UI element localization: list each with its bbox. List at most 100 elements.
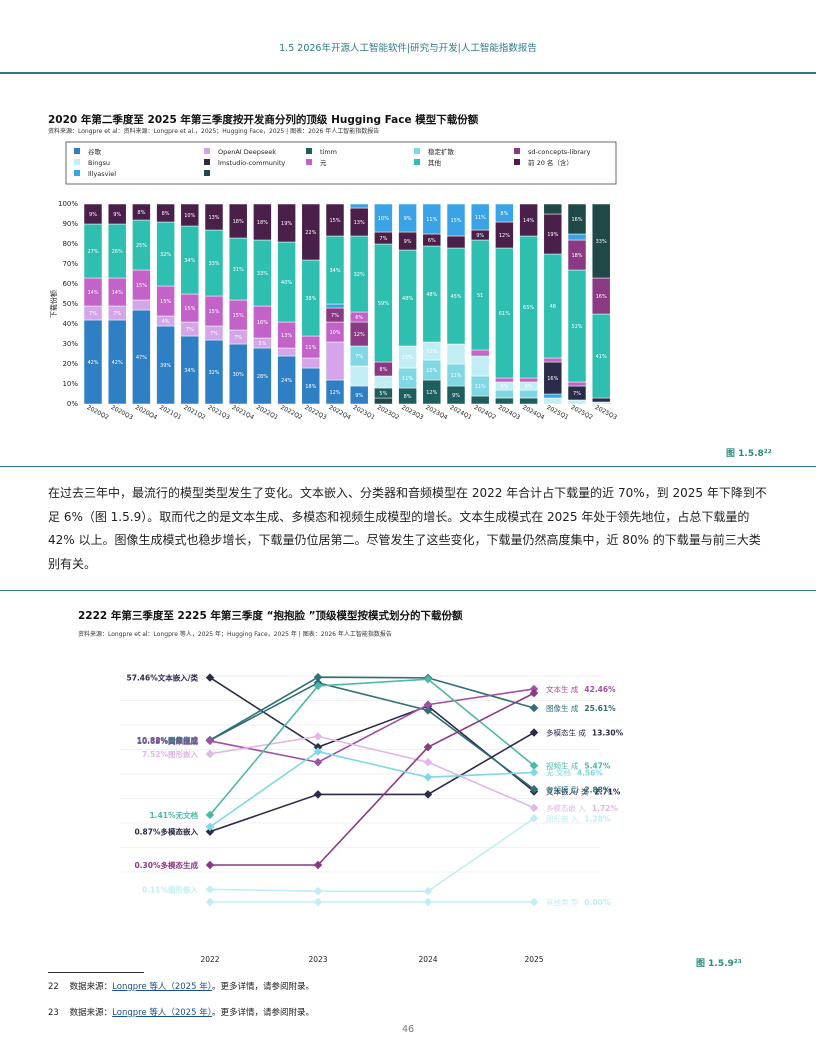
- figure1-source: 资料来源：Longpre et al：资料来源：Longpre et al.，2…: [48, 128, 380, 135]
- y-tick-label: 80%: [62, 240, 78, 248]
- series-start-label: 10.88%图像生成: [137, 735, 199, 745]
- series-line: [209, 817, 535, 892]
- series-point: [313, 747, 323, 756]
- bar-data-label: 7%: [89, 311, 97, 317]
- x-tick-label: 2024Q2: [473, 404, 497, 421]
- bar-data-label: 5%: [379, 391, 387, 397]
- figure1-chart: 谷歌 OpenAI Deepseek timm 稳定扩散 sd-concepts-lib…: [49, 141, 618, 421]
- bar-segment: [204, 203, 224, 231]
- legend-swatch: [514, 159, 520, 165]
- bar-data-label: 16%: [257, 320, 268, 326]
- y-tick-label: 10%: [62, 380, 78, 388]
- bar-data-label: 15%: [208, 309, 219, 315]
- bar-data-label: 18%: [305, 384, 316, 390]
- bar-data-label: 14%: [523, 218, 534, 224]
- bar-data-label: 33%: [596, 239, 607, 245]
- y-tick-label: 90%: [62, 220, 78, 228]
- x-tick-label: 2022Q3: [303, 404, 327, 421]
- legend-swatch: [74, 170, 80, 176]
- legend-label: 其他: [428, 158, 442, 167]
- bar-data-label: 32%: [208, 370, 219, 376]
- bar-segment: [107, 203, 127, 225]
- figure2-title: 2222 年第三季度至 2225 年第三季度 “抱抱脸 ”顶级模型按模式划分的下…: [78, 610, 463, 622]
- series-point: [313, 732, 323, 741]
- bar-data-label: 33%: [208, 261, 219, 267]
- bar-data-label: 31%: [233, 267, 244, 273]
- bar-segment: [180, 203, 200, 227]
- series-start-label: 10.82%音频模型: [137, 735, 199, 745]
- bar-data-label: 11%: [426, 349, 437, 355]
- bar-data-label: 13%: [208, 215, 219, 221]
- bar-segment: [301, 203, 321, 261]
- bar-data-label: 11%: [475, 215, 486, 221]
- bar-data-label: 15%: [160, 299, 171, 305]
- legend-label: 前 20 名（含）: [528, 158, 573, 167]
- series-end-label: 无 文档 4.56%: [546, 767, 603, 777]
- bar-data-label: 9%: [113, 212, 121, 218]
- series-point: [205, 822, 215, 832]
- bar-segment: [470, 203, 490, 231]
- bar-data-label: 10%: [378, 216, 389, 222]
- body-paragraph: 在过去三年中，最流行的模型类型发生了变化。文本嵌入、分类器和音频模型在 2022…: [48, 486, 767, 571]
- bar-data-label: 11%: [305, 345, 316, 351]
- legend-swatch: [204, 170, 210, 176]
- bar-data-label: 11%: [450, 373, 461, 379]
- series-line: [209, 750, 535, 828]
- series-point: [529, 803, 539, 813]
- bar-segment: [446, 203, 466, 237]
- bar-data-label: 32%: [354, 272, 365, 278]
- bar-segment: [470, 349, 490, 357]
- bar-data-label: 40%: [281, 280, 292, 286]
- footnote-link[interactable]: Longpre 等人（2025 年）: [112, 982, 212, 992]
- series-line: [209, 735, 535, 809]
- page-number: 46: [401, 1024, 415, 1035]
- series-end-label: 图像生 成 25.61%: [546, 703, 616, 713]
- footnote-prefix: 数据来源：: [69, 982, 113, 992]
- bar-data-label: 38%: [305, 296, 316, 302]
- legend-label: OpenAI Deepseek: [218, 148, 276, 156]
- bar-data-label: 7%: [355, 354, 363, 360]
- series-point: [313, 886, 323, 896]
- bar-segment: [83, 203, 103, 225]
- legend-box: [65, 141, 617, 185]
- series-start-label: 0.30%多模态生成: [134, 860, 198, 870]
- bar-segment: [495, 377, 514, 383]
- bar-segment: [325, 203, 345, 237]
- series-start-label: 0.87%多模态嵌入: [134, 827, 198, 837]
- series-end-label: 图形嵌 入 1.28%: [546, 814, 611, 823]
- x-tick-label: 2022Q2: [279, 404, 303, 421]
- legend-label: sd-concepts-library: [528, 148, 591, 156]
- bar-data-label: 7%: [234, 335, 242, 341]
- bar-data-label: 7%: [210, 331, 218, 337]
- bar-segment: [349, 365, 369, 387]
- bar-data-label: 25%: [136, 243, 147, 249]
- y-tick-label: 30%: [62, 340, 78, 348]
- series-start-label: 10.63%文本生成: [137, 736, 199, 746]
- bar-data-label: 48: [550, 304, 556, 310]
- series-start-label: 57.46%文本嵌入/类: [127, 673, 199, 683]
- bar-data-label: 59%: [378, 301, 389, 307]
- series-end-label: 文本生 成 42.46%: [546, 684, 616, 694]
- bar-data-label: 13%: [354, 220, 365, 226]
- bar-data-label: 16%: [596, 294, 607, 300]
- bar-data-label: 12%: [499, 233, 510, 239]
- bar-segment: [422, 203, 442, 235]
- y-tick-label: 100%: [58, 200, 78, 208]
- bar-data-label: 65%: [523, 305, 534, 311]
- bar-data-label: 12%: [354, 332, 365, 338]
- footnote-number: 22: [48, 982, 59, 992]
- bar-segment: [446, 343, 466, 365]
- series-end-label: 多模态嵌 入 1.72%: [546, 803, 618, 813]
- bar-data-label: 6%: [355, 315, 363, 321]
- x-tick-label: 2021Q2: [182, 404, 206, 421]
- bar-segment: [228, 203, 248, 239]
- x-tick-label: 2023Q1: [352, 404, 376, 421]
- legend-swatch: [514, 148, 520, 154]
- bar-data-label: 11%: [426, 217, 437, 223]
- bar-data-label: 11%: [402, 376, 413, 382]
- x-tick-label: 2024Q3: [497, 404, 521, 421]
- bar-segment: [374, 397, 393, 405]
- footnote-link[interactable]: Longpre 等人（2025 年）: [112, 1008, 212, 1018]
- bar-data-label: 11%: [402, 355, 413, 361]
- x-tick-label: 2025Q3: [594, 404, 618, 421]
